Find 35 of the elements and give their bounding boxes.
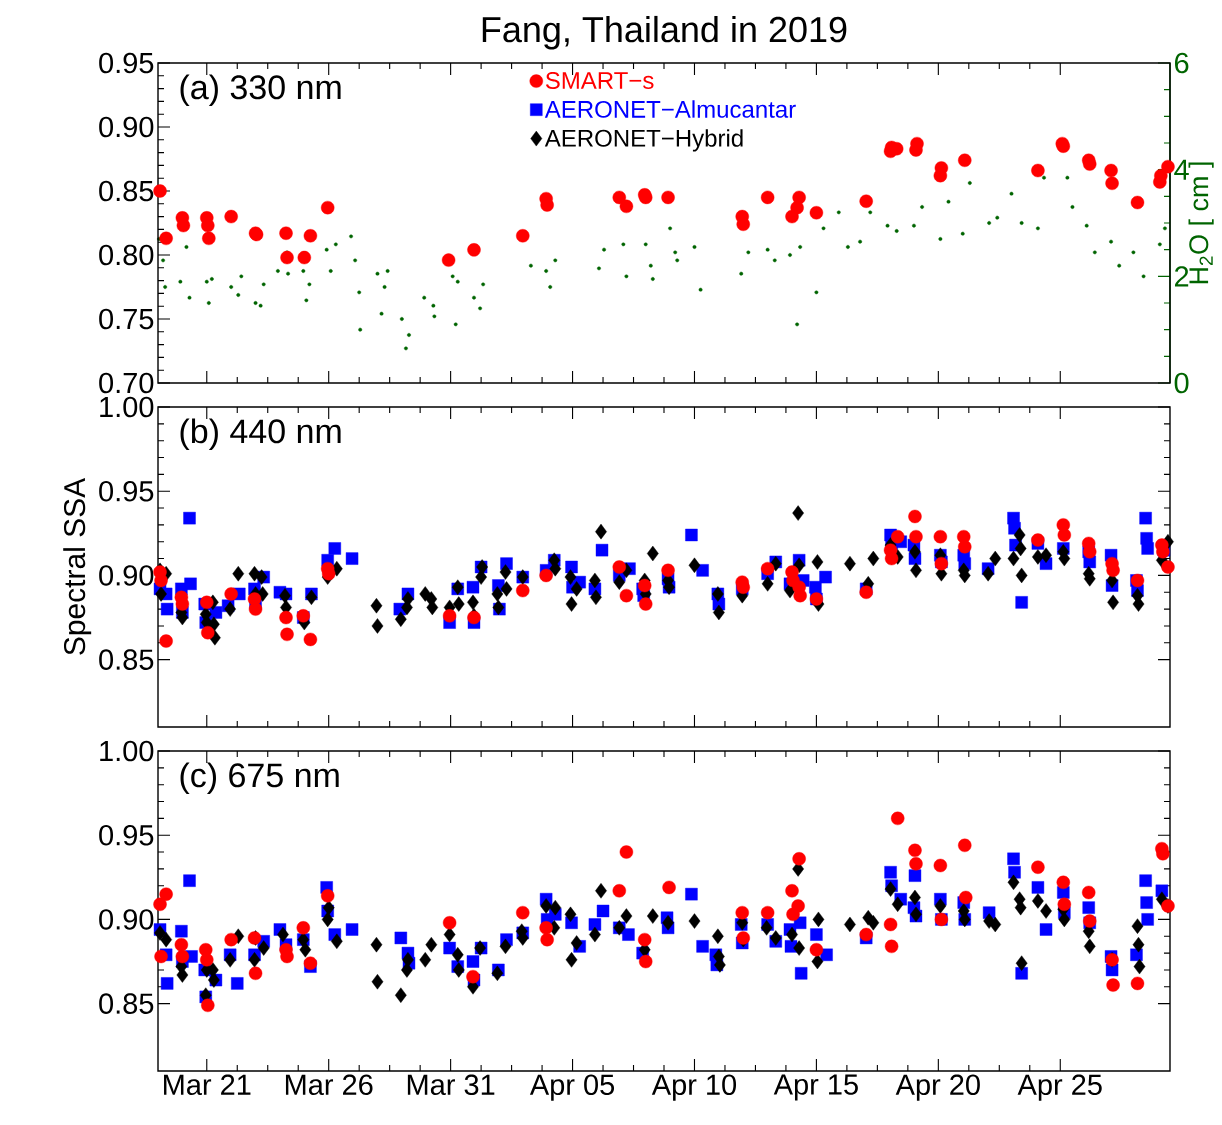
y-tick-label: 0.75 (99, 308, 154, 330)
annotation: (a) 330 nm (180, 74, 341, 107)
y-tick-label: 0.95 (99, 824, 154, 846)
x-tick-label: Apr 25 (1017, 1074, 1102, 1101)
legend-label: AERONET−Hybrid (544, 129, 743, 152)
y2-axis-title: H$_{2}$O [ cm ] (1188, 162, 1214, 284)
x-tick-label: Apr 20 (895, 1074, 980, 1101)
y2-tick-label: 2 (1174, 266, 1189, 287)
annotation: (b) 440 nm (180, 418, 341, 451)
y2-tick-label: 6 (1175, 52, 1189, 74)
y-tick-label: 1.00 (100, 396, 154, 418)
y2-tick-label: 0 (1174, 372, 1189, 394)
y-tick-label: 0.95 (99, 480, 154, 502)
x-tick-label: Mar 26 (285, 1074, 373, 1096)
x-tick-label: Apr 15 (773, 1074, 858, 1101)
y-tick-label: 0.85 (99, 993, 154, 1014)
legend-label: AERONET−Almucantar (544, 100, 796, 118)
y-tick-label: 1.00 (100, 740, 154, 762)
y-tick-label: 0.90 (99, 116, 154, 138)
chart-title: Fang, Thailand in 2019 (482, 15, 847, 50)
x-tick-label: Mar 21 (164, 1074, 251, 1096)
y2-tick-label: 4 (1174, 159, 1189, 180)
legend-label: SMART−s (545, 72, 654, 89)
y-axis-title: Spectral SSA (63, 477, 92, 655)
y-tick-label: 0.95 (99, 52, 154, 74)
x-tick-label: Apr 10 (651, 1074, 737, 1101)
y-tick-label: 0.70 (99, 372, 154, 394)
y-tick-label: 0.85 (99, 180, 154, 202)
x-tick-label: Apr 05 (529, 1074, 615, 1101)
y-tick-label: 0.90 (99, 565, 154, 586)
y-tick-label: 0.90 (99, 909, 154, 930)
x-tick-label: Mar 31 (407, 1074, 495, 1096)
y-tick-label: 0.85 (99, 649, 154, 670)
y-tick-label: 0.80 (99, 244, 154, 266)
annotation: (c) 675 nm (180, 762, 339, 795)
